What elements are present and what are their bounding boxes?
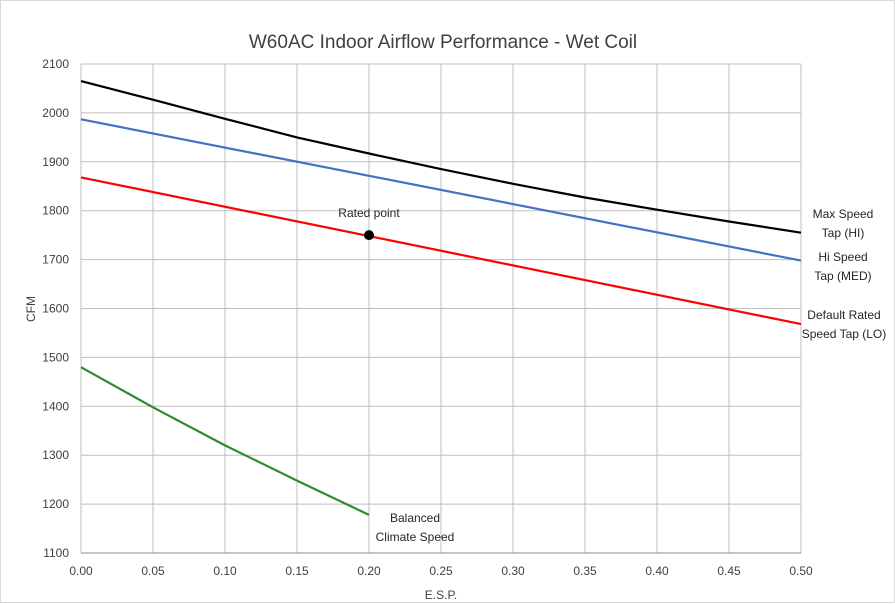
chart-title: W60AC Indoor Airflow Performance - Wet C… xyxy=(249,32,637,53)
x-tick-label: 0.15 xyxy=(285,564,309,578)
x-axis-title: E.S.P. xyxy=(425,588,457,602)
x-tick-label: 0.45 xyxy=(717,564,741,578)
x-tick-label: 0.30 xyxy=(501,564,525,578)
y-tick-label: 1600 xyxy=(42,302,69,316)
y-tick-label: 1700 xyxy=(42,253,69,267)
rated-point-label: Rated point xyxy=(338,206,400,220)
series-annotation: Climate Speed xyxy=(376,530,455,544)
y-tick-label: 1900 xyxy=(42,155,69,169)
y-tick-label: 1300 xyxy=(42,448,69,462)
series-annotation: Tap (MED) xyxy=(814,269,871,283)
x-tick-label: 0.25 xyxy=(429,564,453,578)
y-tick-label: 1200 xyxy=(42,497,69,511)
y-tick-label: 2000 xyxy=(42,106,69,120)
x-tick-label: 0.40 xyxy=(645,564,669,578)
x-tick-label: 0.05 xyxy=(141,564,165,578)
y-tick-label: 1500 xyxy=(42,350,69,364)
grid-layer xyxy=(80,63,802,554)
series-layer xyxy=(80,80,802,516)
series-annotation: Max Speed xyxy=(813,207,874,221)
point-layer: Rated point xyxy=(338,206,400,241)
y-tick-label: 1800 xyxy=(42,204,69,218)
y-axis-title: CFM xyxy=(24,296,38,322)
x-tick-label: 0.20 xyxy=(357,564,381,578)
series-line-1 xyxy=(80,118,802,262)
y-tick-label: 1100 xyxy=(43,546,69,560)
series-line-0 xyxy=(80,80,802,234)
series-line-2 xyxy=(80,176,802,326)
x-tick-label: 0.10 xyxy=(213,564,237,578)
y-tick-label: 2100 xyxy=(42,57,69,71)
y-tick-label: 1400 xyxy=(42,399,69,413)
x-tick-label: 0.00 xyxy=(69,564,93,578)
series-line-3 xyxy=(80,366,370,516)
series-annotation: Tap (HI) xyxy=(822,226,865,240)
rated-point-marker xyxy=(364,230,374,241)
series-annotation: Default Rated xyxy=(807,308,880,322)
x-tick-label: 0.35 xyxy=(573,564,597,578)
annotation-layer: Max Speed Tap (HI) Hi Speed Tap (MED) Defaul… xyxy=(376,207,887,544)
tick-layer: 1100 1200 1300 1400 1500 1600 1700 1800 1900 2000… xyxy=(42,57,813,578)
x-tick-label: 0.50 xyxy=(789,564,813,578)
series-annotation: Hi Speed xyxy=(818,250,867,264)
series-annotation: Speed Tap (LO) xyxy=(802,327,887,341)
series-annotation: Balanced xyxy=(390,511,440,525)
